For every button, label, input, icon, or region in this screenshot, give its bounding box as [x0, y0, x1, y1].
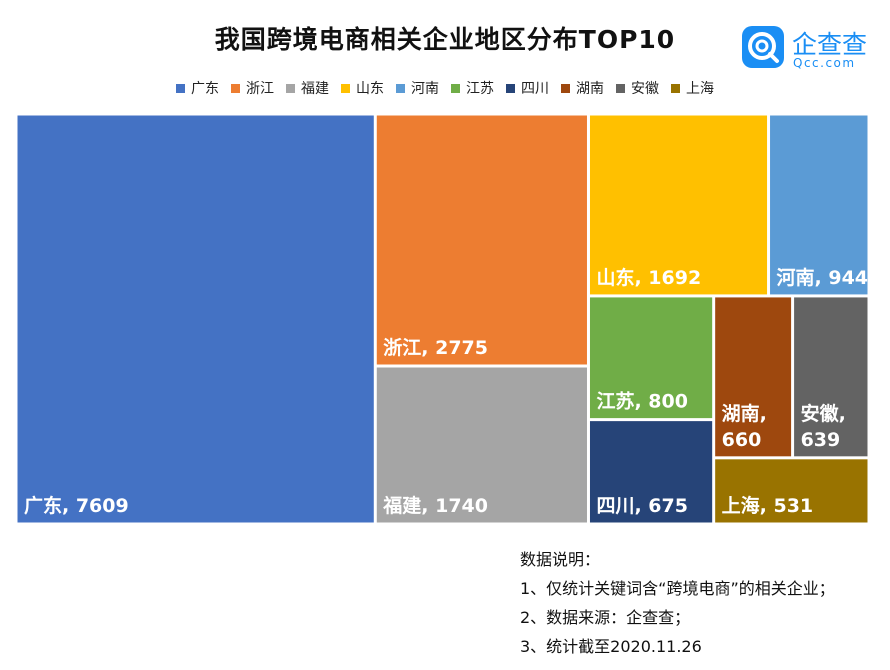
legend-item: 福建 — [286, 78, 329, 98]
treemap-cell — [17, 115, 374, 523]
legend-swatch — [616, 83, 625, 93]
legend-item: 河南 — [396, 78, 439, 98]
legend-item: 广东 — [176, 78, 219, 98]
legend-item: 江苏 — [451, 78, 494, 98]
treemap-cell — [376, 115, 587, 365]
legend-item: 安徽 — [616, 78, 659, 98]
legend-swatch — [286, 83, 295, 93]
treemap-label: 上海, 531 — [722, 494, 814, 517]
legend-swatch — [176, 83, 185, 93]
treemap-label: 河南, 944 — [777, 267, 869, 289]
legend-item: 湖南 — [561, 78, 604, 98]
treemap-cell — [376, 367, 587, 523]
legend-swatch — [396, 83, 405, 93]
treemap-label: 浙江, 2775 — [383, 336, 488, 359]
legend-swatch — [341, 83, 350, 93]
legend-label: 福建 — [301, 81, 329, 97]
treemap-label-line: 湖南, — [722, 403, 767, 425]
legend-item: 上海 — [671, 78, 714, 98]
treemap-label: 四川, 675 — [596, 495, 688, 517]
qcc-logo: 企查查 Qcc.com — [742, 24, 882, 72]
treemap-cell — [770, 115, 868, 295]
treemap-label: 福建, 1740 — [382, 494, 488, 517]
treemap-cell — [589, 115, 768, 295]
legend-swatch — [671, 83, 680, 93]
treemap-cell — [715, 459, 868, 523]
data-notes: 数据说明： 1、仅统计关键词含“跨境电商”的相关企业； 2、数据来源：企查查； … — [520, 545, 835, 661]
legend-item: 山东 — [341, 78, 384, 98]
note-line-3: 3、统计截至2020.11.26 — [520, 637, 702, 656]
legend-item: 四川 — [506, 78, 549, 98]
treemap-label-line: 660 — [722, 429, 762, 451]
legend-label: 广东 — [191, 81, 219, 97]
legend-label: 安徽 — [631, 81, 659, 97]
legend-label: 河南 — [411, 81, 439, 97]
legend-label: 江苏 — [466, 81, 494, 97]
logo-sub: Qcc.com — [793, 56, 856, 70]
treemap-cell — [715, 297, 792, 457]
treemap-cell — [589, 421, 713, 523]
legend: 广东 浙江 福建 山东 河南 江苏 四川 湖南 安徽 上海 — [0, 78, 890, 98]
logo-name: 企查查 — [792, 30, 868, 59]
qcc-q-logo-icon — [742, 26, 784, 68]
treemap-label: 江苏, 800 — [596, 390, 688, 413]
legend-label: 山东 — [356, 81, 384, 97]
treemap-label: 广东, 7609 — [24, 494, 129, 517]
treemap-label-line: 639 — [801, 429, 841, 451]
note-line-1: 1、仅统计关键词含“跨境电商”的相关企业； — [520, 579, 835, 598]
treemap-cell — [589, 297, 713, 419]
legend-item: 浙江 — [231, 78, 274, 98]
legend-swatch — [451, 83, 460, 93]
treemap-label: 山东, 1692 — [596, 266, 701, 289]
legend-swatch — [231, 83, 240, 93]
legend-label: 浙江 — [246, 81, 274, 97]
legend-label: 上海 — [686, 81, 714, 97]
legend-swatch — [506, 83, 515, 93]
treemap-label-line: 安徽, — [801, 402, 846, 425]
note-heading: 数据说明： — [520, 550, 601, 569]
note-line-2: 2、数据来源：企查查； — [520, 608, 691, 627]
legend-swatch — [561, 83, 570, 93]
legend-label: 湖南 — [576, 81, 604, 97]
legend-label: 四川 — [521, 81, 549, 97]
treemap-cell — [794, 297, 868, 457]
chart-title: 我国跨境电商相关企业地区分布TOP10 — [214, 25, 676, 54]
